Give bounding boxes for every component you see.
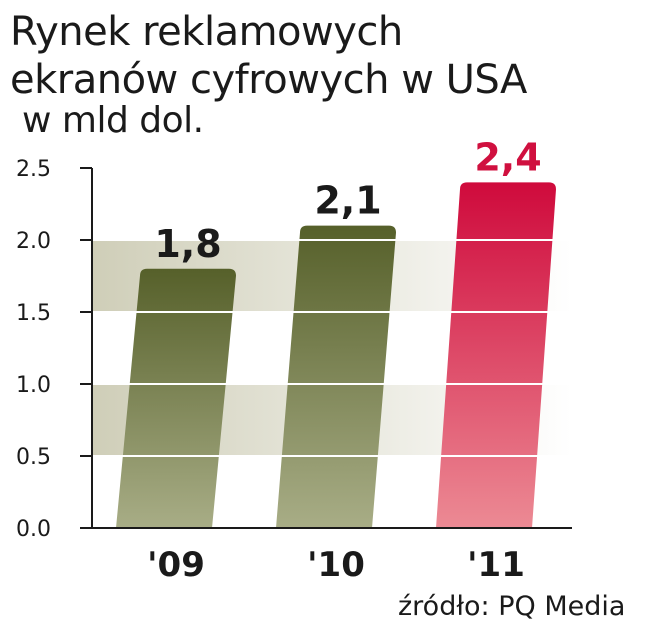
axes: 0.0 0.5 1.0 1.5 2.0 2.5 (16, 157, 572, 542)
chart-title: Rynek reklamowych ekranów cyfrowych w US… (10, 9, 527, 103)
source-note: źródło: PQ Media (398, 591, 626, 622)
y-tick-label: 0.5 (16, 445, 51, 470)
value-label: 2,4 (474, 135, 541, 179)
value-label: 1,8 (154, 222, 221, 266)
y-tick-label: 1.0 (16, 373, 51, 398)
bar-'10 (276, 225, 396, 528)
bar-'09 (116, 268, 236, 528)
value-label: 2,1 (314, 179, 381, 223)
x-tick-label: '10 (307, 545, 365, 585)
bar-chart: 0.0 0.5 1.0 1.5 2.0 2.5 1,8 '09 2,1 '10 2,4 '11 (16, 135, 572, 585)
gridlines (92, 167, 572, 457)
bars (116, 182, 556, 528)
y-tick-label: 1.5 (16, 301, 51, 326)
x-tick-label: '11 (467, 545, 525, 585)
y-tick-label: 2.5 (16, 157, 51, 182)
chart-unit-label: w mld dol. (22, 100, 204, 141)
labels: 1,8 '09 2,1 '10 2,4 '11 (147, 135, 542, 585)
y-tick-label: 2.0 (16, 229, 51, 254)
bar-'11 (436, 182, 556, 528)
x-tick-label: '09 (147, 545, 205, 585)
y-tick-label: 0.0 (16, 517, 51, 542)
